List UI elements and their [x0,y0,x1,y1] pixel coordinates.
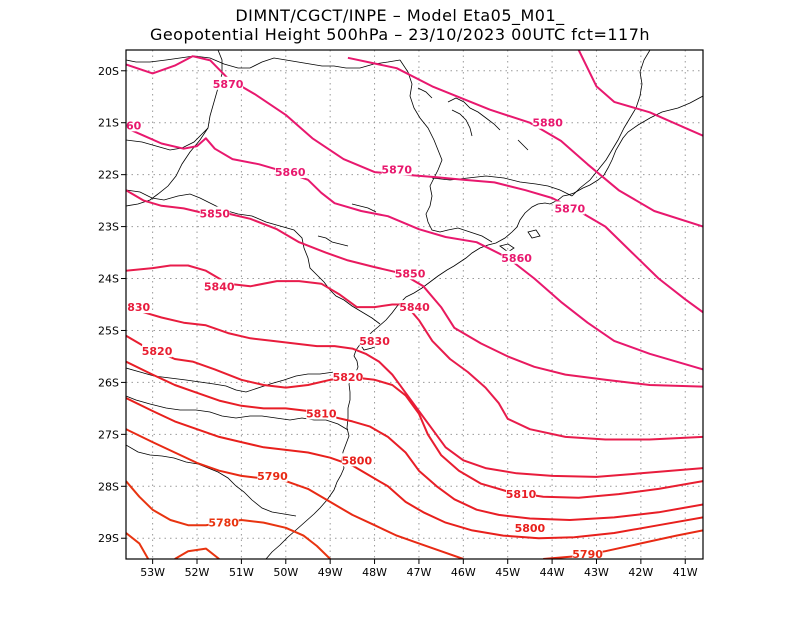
map-frame [125,49,704,560]
tick-label-lon: 50W [273,566,298,579]
contour-label-background [204,279,235,293]
contour-label-background [554,201,585,215]
contour-label: 5870 [555,202,586,215]
contour-label-background [306,406,337,420]
tick-label-lat: 28S [98,480,119,493]
contour-label-background [501,250,532,264]
tick-label-lon: 49W [318,566,343,579]
tick-label-lon: 44W [540,566,565,579]
contour-label: 5860 [111,119,142,132]
tick-label-lat: 29S [98,532,119,545]
contour-label-background [359,333,390,347]
contour-line-5850 [126,189,703,388]
tick-label-lat: 24S [98,273,119,286]
contour-label-background [572,546,603,559]
tick-label-lat: 22S [98,169,119,182]
axis-ticks: 53W 52W 51W 50W 49W 48W 47W 46W 45W 44W 43W 42W 41W 2… [98,65,698,579]
contour-label: 5820 [333,371,364,384]
tick-label-lat: 20S [98,65,119,78]
contour-label-background [395,266,426,280]
state-border [399,59,493,243]
tick-label-lat: 23S [98,221,119,234]
contour-line-5860 [126,126,703,371]
tick-label-lon: 41W [673,566,698,579]
contour-label: 5850 [395,267,426,280]
state-border [126,367,350,393]
contour-line-5880 [577,50,703,137]
contour-label: 5860 [501,252,532,265]
contour-label-background [514,520,545,534]
tick-label-lon: 43W [584,566,609,579]
figure-title-line-1: DIMNT/CGCT/INPE – Model Eta05_M01_ [235,6,565,25]
state-border [126,395,349,431]
tick-label-lon: 52W [185,566,210,579]
contour-label-background [399,300,430,314]
contour-line-5810 [126,360,703,521]
country-border [126,444,297,517]
contour-label: 5870 [213,78,244,91]
contour-label-background [332,370,363,384]
contour-label: 5790 [257,470,288,483]
tick-label-lat: 21S [98,117,119,130]
contour-label: 5840 [204,280,235,293]
state-border [126,55,401,69]
island [499,229,541,253]
reservoir [417,87,501,137]
contour-label: 5840 [399,301,430,314]
contour-line-5780 [126,532,150,559]
contour-line-5840 [126,264,703,441]
geopotential-contours: 5880 5870 5870 5870 5860 5860 5860 5850 5850 5840… [111,50,703,561]
contour-label: 5800 [341,454,372,467]
contour-label: 5800 [515,522,546,535]
tick-label-lon: 51W [229,566,254,579]
tick-label-lon: 53W [140,566,165,579]
contour-label: 5780 [208,517,239,530]
contour-line-5820 [126,334,703,499]
contour-label-background [126,118,141,132]
contour-label-background [506,487,537,501]
contour-label: 5810 [306,408,337,421]
state-border [571,50,651,197]
reservoir [317,139,529,247]
contour-line-5830 [126,306,703,478]
contour-label-background [142,344,173,358]
tick-label-lat: 27S [98,428,119,441]
state-border [126,189,381,325]
contour-label-background [208,515,239,529]
tick-label-lon: 48W [362,566,387,579]
tick-label-lat: 25S [98,324,119,337]
contour-line-5790 [543,529,703,559]
tick-label-lon: 42W [628,566,653,579]
contour-line-5800 [126,397,703,540]
contour-label: 5790 [572,548,603,561]
contour-label: 5860 [275,166,306,179]
contour-label-background [257,468,288,482]
contour-label: 5830 [120,301,151,314]
tick-label-lat: 26S [98,376,119,389]
contour-line-5880 [347,56,703,228]
contour-label-background [341,453,372,467]
state-border [126,127,209,151]
figure-title-line-2: Geopotential Height 500hPa – 23/10/2023 … [149,25,651,44]
contour-line-5790 [126,428,464,559]
tick-label-lon: 47W [407,566,432,579]
contour-label-background [213,76,244,90]
contour-label-background [532,115,563,129]
tick-label-lon: 46W [451,566,476,579]
contour-label: 5870 [381,163,412,176]
contour-label: 5830 [359,335,390,348]
contour-label: 5810 [506,488,537,501]
contour-label-background [126,300,150,314]
contour-label-background [199,206,230,220]
tick-label-lon: 45W [495,566,520,579]
contour-label: 5820 [142,345,173,358]
contour-label: 5850 [199,208,230,221]
contour-line-5780 [174,547,220,559]
contour-label: 5880 [532,117,563,130]
contour-label-background [275,165,306,179]
contour-label-background [381,162,412,176]
